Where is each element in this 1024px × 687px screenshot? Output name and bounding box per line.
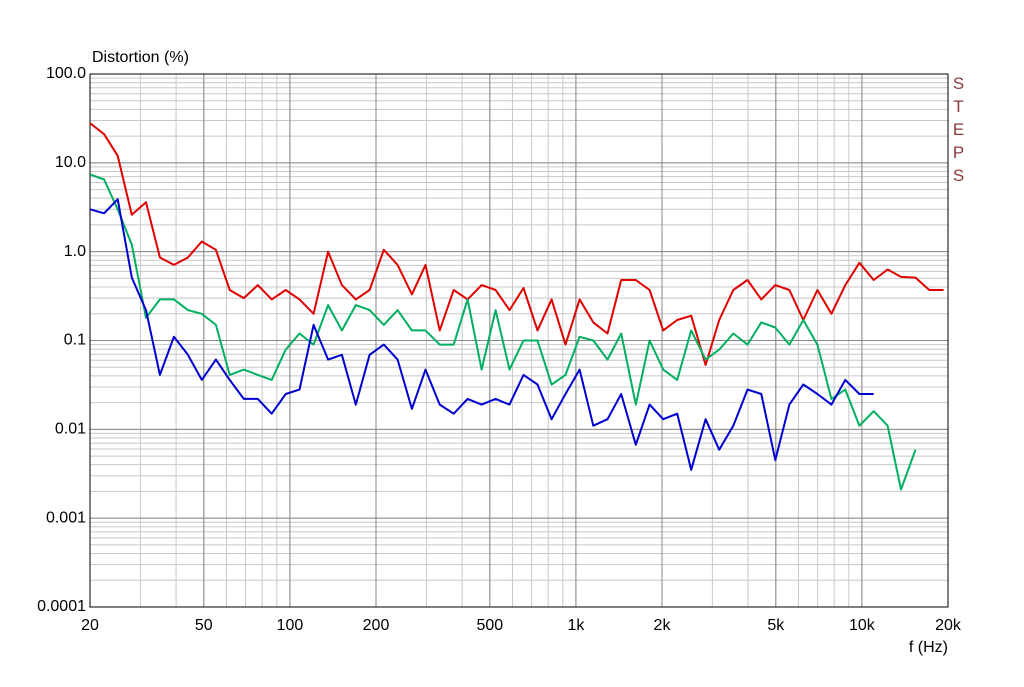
y-tick-label: 10.0 [55, 154, 86, 171]
x-tick-label: 1k [567, 617, 585, 634]
data-line [89, 122, 944, 366]
data-line [89, 198, 874, 471]
plot-border [89, 73, 949, 608]
x-tick-label: 20 [81, 617, 99, 634]
y-tick-label: 100.0 [46, 65, 86, 82]
x-tick-label: 50 [195, 617, 213, 634]
y-axis-label: Distortion (%) [92, 49, 189, 66]
y-tick-label: 0.0001 [37, 598, 86, 615]
x-tick-label: 5k [767, 617, 785, 634]
data-line [89, 173, 917, 491]
x-tick-label: 2k [654, 617, 672, 634]
x-tick-label: 10k [849, 617, 876, 634]
annotation: STEPS [949, 74, 968, 189]
x-tick-label: 100 [277, 617, 304, 634]
y-tick-label: 0.1 [64, 332, 86, 349]
x-tick-label: 500 [476, 617, 503, 634]
y-tick-label: 0.01 [55, 421, 86, 438]
x-tick-label: 20k [935, 617, 962, 634]
y-tick-label: 1.0 [64, 243, 86, 260]
y-tick-label: 0.001 [46, 509, 86, 526]
x-tick-label: 200 [363, 617, 390, 634]
x-axis-label: f (Hz) [909, 639, 948, 656]
